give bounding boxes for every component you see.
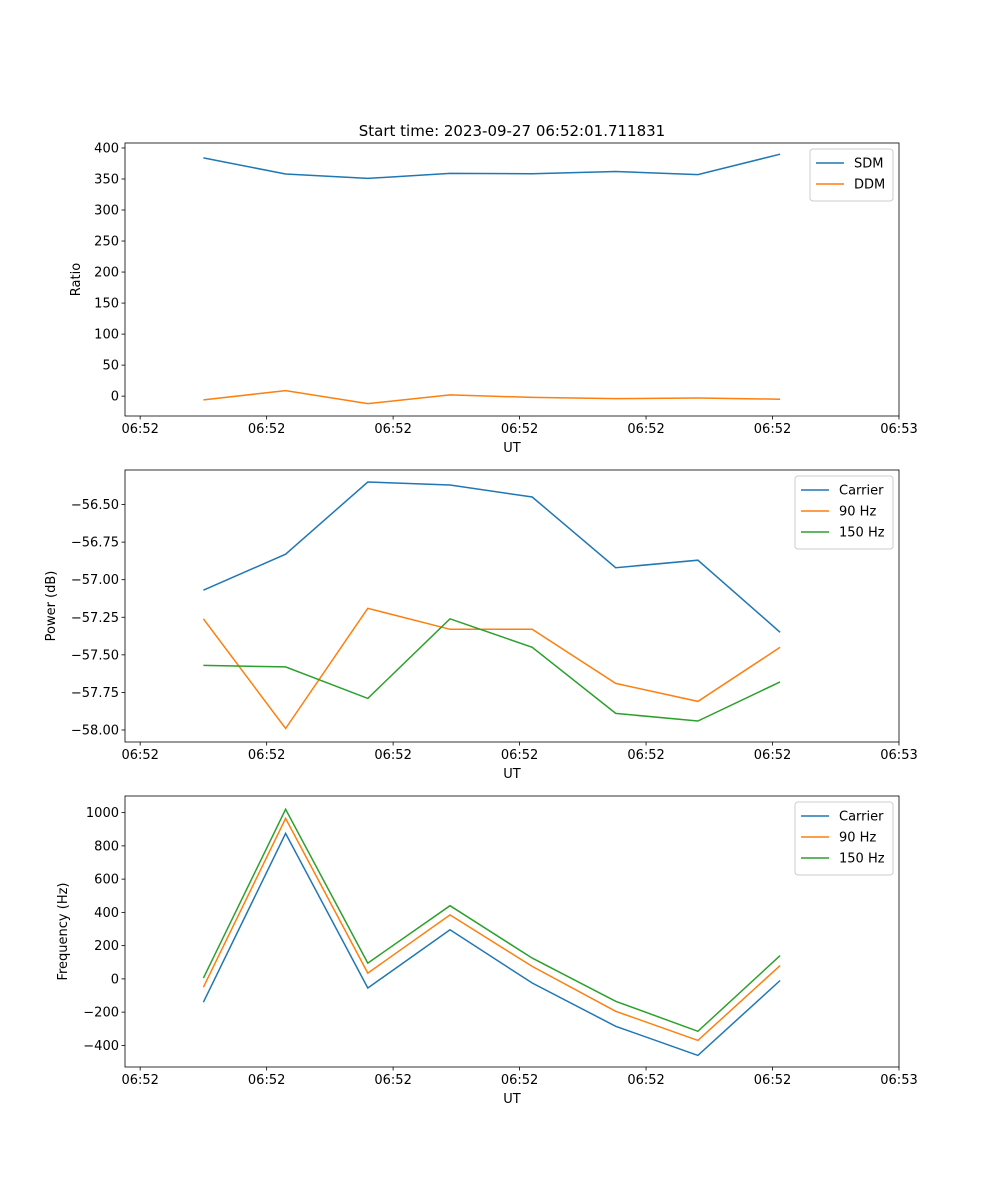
y-axis-label: Ratio bbox=[69, 263, 84, 296]
legend-item: Carrier bbox=[801, 484, 884, 499]
y-tick-label: 50 bbox=[102, 359, 119, 374]
legend-label: 150 Hz bbox=[839, 852, 885, 867]
x-tick-label: 06:52 bbox=[248, 422, 285, 437]
x-tick-label: 06:53 bbox=[880, 1073, 917, 1088]
y-tick-label: 400 bbox=[94, 141, 119, 156]
x-axis-label: UT bbox=[503, 767, 521, 782]
y-tick-label: 800 bbox=[94, 839, 119, 854]
subplot-3: 06:52 06:52 06:52 06:52 06:52 06:52 06:53 −400 −… bbox=[56, 795, 918, 1107]
legend-item: SDM bbox=[816, 157, 883, 172]
legend-box bbox=[794, 475, 894, 550]
x-tick-label: 06:52 bbox=[374, 1073, 411, 1088]
legend-label: Carrier bbox=[839, 484, 884, 499]
x-tick-label: 06:52 bbox=[121, 1073, 158, 1088]
y-axis-label: Frequency (Hz) bbox=[56, 882, 71, 980]
y-tick-label: 0 bbox=[111, 390, 119, 405]
y-tick-label: 300 bbox=[94, 204, 119, 219]
legend-label: 90 Hz bbox=[839, 505, 876, 520]
axes-frame bbox=[124, 469, 900, 743]
y-tick-label: 400 bbox=[94, 906, 119, 921]
y-tick-label: 100 bbox=[94, 328, 119, 343]
x-tick-label: 06:52 bbox=[501, 1073, 538, 1088]
y-tick-label: 150 bbox=[94, 297, 119, 312]
x-tick-label: 06:52 bbox=[374, 422, 411, 437]
legend-item: 150 Hz bbox=[801, 852, 885, 867]
x-tick-label: 06:52 bbox=[121, 748, 158, 763]
legend-box bbox=[809, 148, 894, 202]
y-tick-label: −58.00 bbox=[71, 723, 119, 738]
series-line-150-hz bbox=[202, 807, 781, 1033]
x-tick-label: 06:52 bbox=[754, 1073, 791, 1088]
series-line-carrier bbox=[203, 481, 781, 633]
legend: Carrier 90 Hz 150 Hz bbox=[794, 801, 894, 876]
y-tick-label: −57.25 bbox=[71, 611, 119, 626]
legend-label: Carrier bbox=[839, 810, 884, 825]
x-tick-label: 06:52 bbox=[627, 422, 664, 437]
x-tick-label: 06:52 bbox=[754, 422, 791, 437]
legend-label: 150 Hz bbox=[839, 526, 885, 541]
legend-item: Carrier bbox=[801, 810, 884, 825]
y-tick-label: −57.00 bbox=[71, 573, 119, 588]
legend-item: 90 Hz bbox=[801, 831, 876, 846]
x-tick-label: 06:52 bbox=[501, 748, 538, 763]
series-line-ddm bbox=[203, 389, 781, 405]
x-tick-label: 06:53 bbox=[880, 422, 917, 437]
y-tick-label: 350 bbox=[94, 172, 119, 187]
y-tick-label: 600 bbox=[94, 873, 119, 888]
series-line-sdm bbox=[203, 153, 781, 180]
series-line-90-hz bbox=[202, 607, 781, 730]
legend-item: 90 Hz bbox=[801, 505, 876, 520]
y-tick-label: −56.50 bbox=[71, 498, 119, 513]
series-line-90-hz bbox=[202, 816, 781, 1042]
x-tick-label: 06:53 bbox=[880, 748, 917, 763]
axes-frame bbox=[124, 795, 900, 1068]
x-axis-label: UT bbox=[503, 1092, 521, 1107]
legend-label: DDM bbox=[854, 178, 885, 193]
x-axis-label: UT bbox=[503, 441, 521, 456]
series-line-150-hz bbox=[203, 617, 781, 722]
y-tick-label: −400 bbox=[83, 1039, 119, 1054]
x-tick-label: 06:52 bbox=[121, 422, 158, 437]
x-tick-label: 06:52 bbox=[754, 748, 791, 763]
x-tick-label: 06:52 bbox=[374, 748, 411, 763]
figure-title: Start time: 2023-09-27 06:52:01.711831 bbox=[359, 122, 665, 140]
series-line-carrier bbox=[202, 831, 781, 1057]
legend: Carrier 90 Hz 150 Hz bbox=[794, 475, 894, 550]
x-tick-label: 06:52 bbox=[248, 748, 285, 763]
y-tick-label: 200 bbox=[94, 266, 119, 281]
legend-label: SDM bbox=[854, 157, 883, 172]
axes-frame bbox=[124, 142, 900, 417]
y-tick-label: 200 bbox=[94, 939, 119, 954]
y-axis-label: Power (dB) bbox=[44, 571, 59, 642]
legend: SDM DDM bbox=[809, 148, 894, 202]
x-tick-label: 06:52 bbox=[627, 1073, 664, 1088]
y-tick-label: 1000 bbox=[86, 806, 119, 821]
legend-item: 150 Hz bbox=[801, 526, 885, 541]
y-tick-label: 0 bbox=[111, 972, 119, 987]
x-tick-label: 06:52 bbox=[627, 748, 664, 763]
subplot-1: 06:52 06:52 06:52 06:52 06:52 06:52 06:53 0 50 10… bbox=[69, 141, 918, 456]
x-tick-label: 06:52 bbox=[248, 1073, 285, 1088]
legend-item: DDM bbox=[816, 178, 885, 193]
subplot-2: 06:52 06:52 06:52 06:52 06:52 06:52 06:53 −58.0… bbox=[44, 469, 918, 782]
y-tick-label: −57.75 bbox=[71, 686, 119, 701]
x-tick-label: 06:52 bbox=[501, 422, 538, 437]
y-tick-label: 250 bbox=[94, 235, 119, 250]
legend-box bbox=[794, 801, 894, 876]
y-tick-label: −200 bbox=[83, 1006, 119, 1021]
y-tick-label: −57.50 bbox=[71, 648, 119, 663]
y-tick-label: −56.75 bbox=[71, 536, 119, 551]
legend-label: 90 Hz bbox=[839, 831, 876, 846]
